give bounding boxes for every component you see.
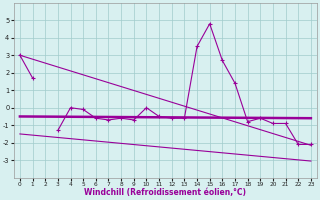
- X-axis label: Windchill (Refroidissement éolien,°C): Windchill (Refroidissement éolien,°C): [84, 188, 246, 197]
